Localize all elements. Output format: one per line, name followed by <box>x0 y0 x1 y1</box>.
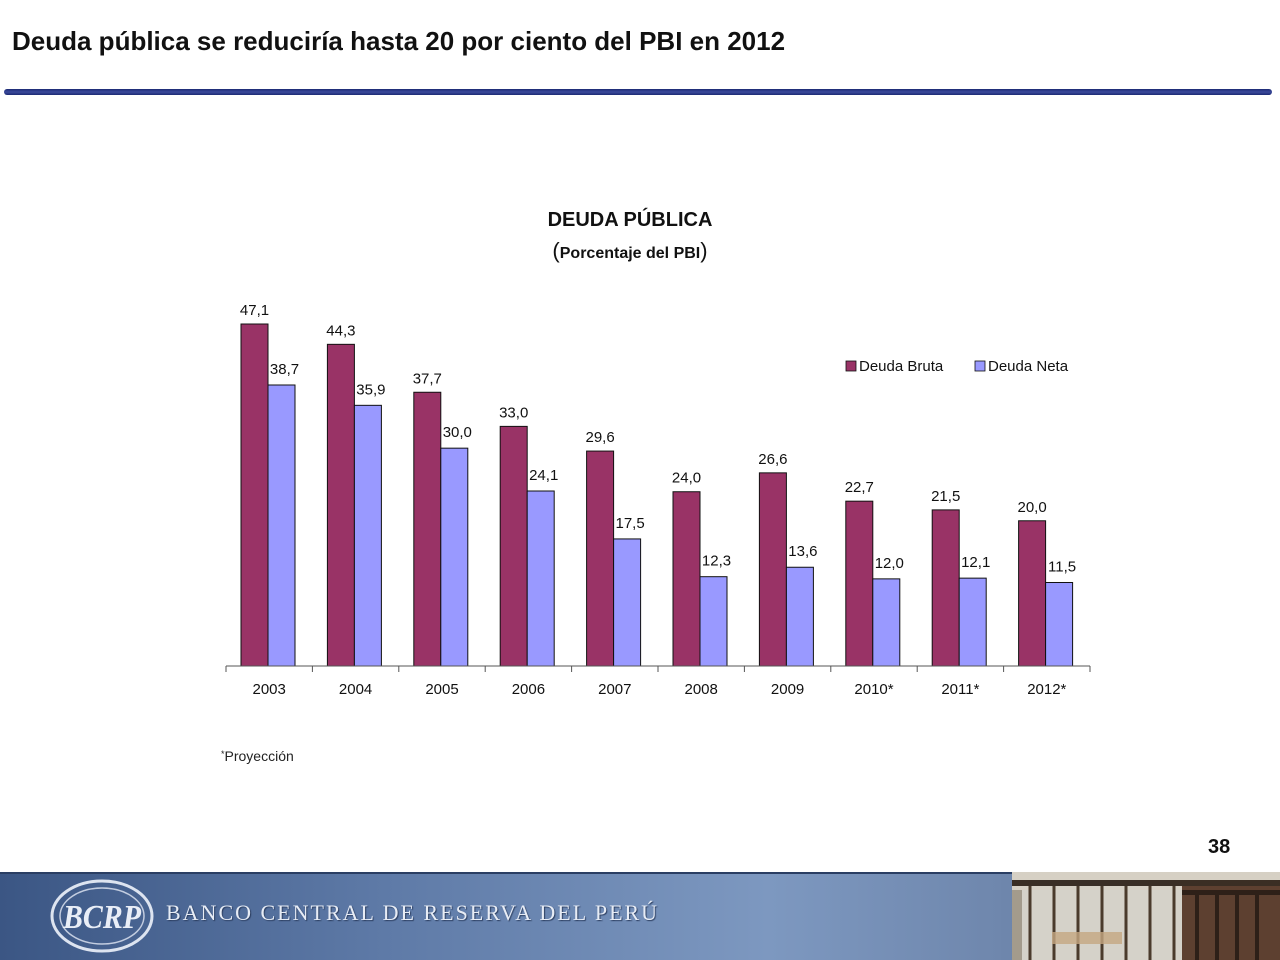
footer-banner: BCRP BANCO CENTRAL DE RESERVA DEL PERÚ <box>0 872 1280 960</box>
bar-deuda-bruta-2010 <box>845 500 874 667</box>
x-tick-label-2008: 2008 <box>685 681 718 698</box>
svg-text:(Porcentaje del PBI): (Porcentaje del PBI) <box>552 238 707 263</box>
legend-swatch-deuda-bruta <box>845 360 857 372</box>
x-tick-label-2004: 2004 <box>339 681 372 698</box>
value-label-deuda-bruta-2006: 33,0 <box>499 404 528 421</box>
x-tick-label-2009: 2009 <box>771 681 804 698</box>
value-label-deuda-bruta-2011: 21,5 <box>931 488 960 505</box>
value-label-deuda-neta-2003: 38,7 <box>270 361 299 378</box>
value-label-deuda-bruta-2009: 26,6 <box>758 451 787 468</box>
bar-deuda-bruta-2011 <box>931 509 960 667</box>
x-tick-label-2005: 2005 <box>425 681 458 698</box>
bar-deuda-neta-2005 <box>440 447 469 667</box>
legend-label-deuda-neta: Deuda Neta <box>988 358 1069 375</box>
value-label-deuda-neta-2008: 12,3 <box>702 553 731 570</box>
value-label-deuda-neta-2006: 24,1 <box>529 467 558 484</box>
bar-deuda-bruta-2012 <box>1018 520 1047 667</box>
bars-group <box>240 323 1074 667</box>
bar-deuda-bruta-2003 <box>240 323 269 667</box>
bar-deuda-neta-2008 <box>699 576 728 667</box>
value-label-deuda-neta-2010: 12,0 <box>875 555 904 572</box>
footer-divider <box>0 872 1280 874</box>
footnote: *Proyección <box>221 748 294 764</box>
value-label-deuda-neta-2005: 30,0 <box>443 424 472 441</box>
bar-deuda-bruta-2006 <box>499 425 528 667</box>
page-number: 38 <box>1208 836 1231 858</box>
x-tick-label-2007: 2007 <box>598 681 631 698</box>
chart-title: DEUDA PÚBLICA <box>548 207 713 231</box>
legend-label-deuda-bruta: Deuda Bruta <box>859 358 944 375</box>
x-tick-label-2011: 2011* <box>941 681 979 698</box>
logo-monogram: BCRP <box>62 899 141 936</box>
bank-logo: BCRP <box>50 879 154 953</box>
x-axis: 2003 2004 2005 2006 2007 2008 2009 2010* 2011* 20… <box>225 665 1091 698</box>
legend: Deuda Bruta Deuda Neta <box>845 358 1069 375</box>
svg-text:*Proyección: *Proyección <box>221 748 294 764</box>
value-labels-group: 47,1 38,7 44,3 35,9 37,7 30,0 33,0 24,1 29,6 17,5… <box>240 302 1076 575</box>
bar-deuda-neta-2009 <box>785 566 814 667</box>
value-label-deuda-bruta-2003: 47,1 <box>240 302 269 319</box>
slide-title: Deuda pública se reduciría hasta 20 por … <box>12 26 786 56</box>
value-label-deuda-bruta-2007: 29,6 <box>585 429 614 446</box>
footnote-text: Proyección <box>225 748 294 764</box>
bar-deuda-neta-2006 <box>526 490 555 667</box>
bar-deuda-bruta-2004 <box>326 343 355 667</box>
bar-deuda-neta-2010 <box>872 578 901 667</box>
footer-photo <box>1012 872 1280 960</box>
value-label-deuda-neta-2004: 35,9 <box>356 381 385 398</box>
bar-deuda-neta-2004 <box>353 404 382 667</box>
value-label-deuda-bruta-2010: 22,7 <box>845 479 874 496</box>
value-label-deuda-bruta-2004: 44,3 <box>326 322 355 339</box>
bar-deuda-neta-2007 <box>613 538 642 667</box>
bar-deuda-bruta-2005 <box>413 391 442 667</box>
chart-subtitle: (Porcentaje del PBI) <box>552 238 707 263</box>
x-tick-label-2003: 2003 <box>253 681 286 698</box>
footnote-symbol: * <box>221 749 225 759</box>
bank-name: BANCO CENTRAL DE RESERVA DEL PERÚ <box>166 900 660 925</box>
value-label-deuda-neta-2007: 17,5 <box>615 515 644 532</box>
value-label-deuda-neta-2012: 11,5 <box>1048 558 1076 575</box>
x-tick-label-2012: 2012* <box>1027 681 1066 698</box>
legend-swatch-deuda-neta <box>974 360 986 372</box>
x-tick-label-2006: 2006 <box>512 681 545 698</box>
value-label-deuda-bruta-2012: 20,0 <box>1017 499 1046 516</box>
bar-deuda-bruta-2007 <box>586 450 615 667</box>
bar-deuda-neta-2012 <box>1045 581 1074 667</box>
bar-deuda-neta-2003 <box>267 384 296 667</box>
value-label-deuda-bruta-2005: 37,7 <box>413 370 442 387</box>
bar-deuda-neta-2011 <box>958 577 987 667</box>
value-label-deuda-neta-2009: 13,6 <box>788 543 817 560</box>
chart-subtitle-text: Porcentaje del PBI <box>560 245 701 262</box>
title-rule <box>4 89 1272 95</box>
bar-deuda-bruta-2008 <box>672 491 701 667</box>
value-label-deuda-bruta-2008: 24,0 <box>672 470 701 487</box>
bar-deuda-bruta-2009 <box>758 472 787 667</box>
x-tick-label-2010: 2010* <box>854 681 893 698</box>
value-label-deuda-neta-2011: 12,1 <box>961 554 990 571</box>
